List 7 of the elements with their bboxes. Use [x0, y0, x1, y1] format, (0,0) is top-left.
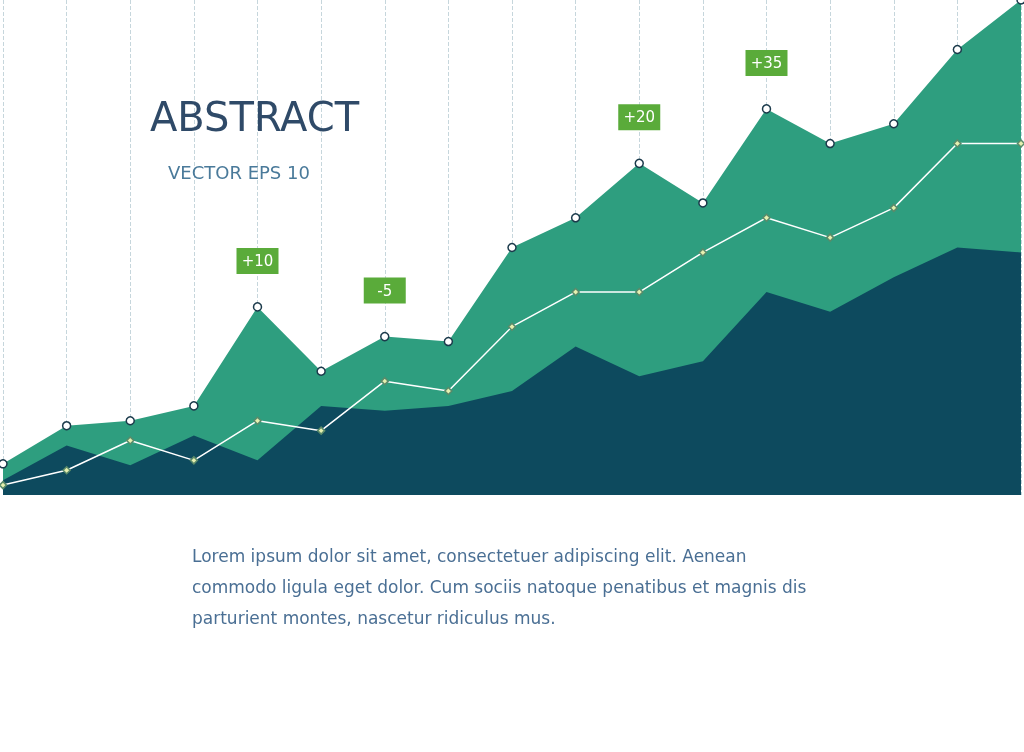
annotation: +10	[241, 251, 274, 270]
text: VECTOR EPS 10	[168, 161, 310, 183]
annotation: +35	[750, 53, 783, 72]
text: Lorem ipsum dolor sit amet, consectetuer adipiscing elit. Aenean commodo ligula eget dolor. Cum sociis natoque penatibus et magnis dis parturient montes, nascetur ridiculus mus.	[192, 545, 812, 628]
annotation: +20	[623, 108, 656, 127]
text: ABSTRACT	[150, 94, 360, 140]
annotation: -5	[377, 281, 393, 300]
